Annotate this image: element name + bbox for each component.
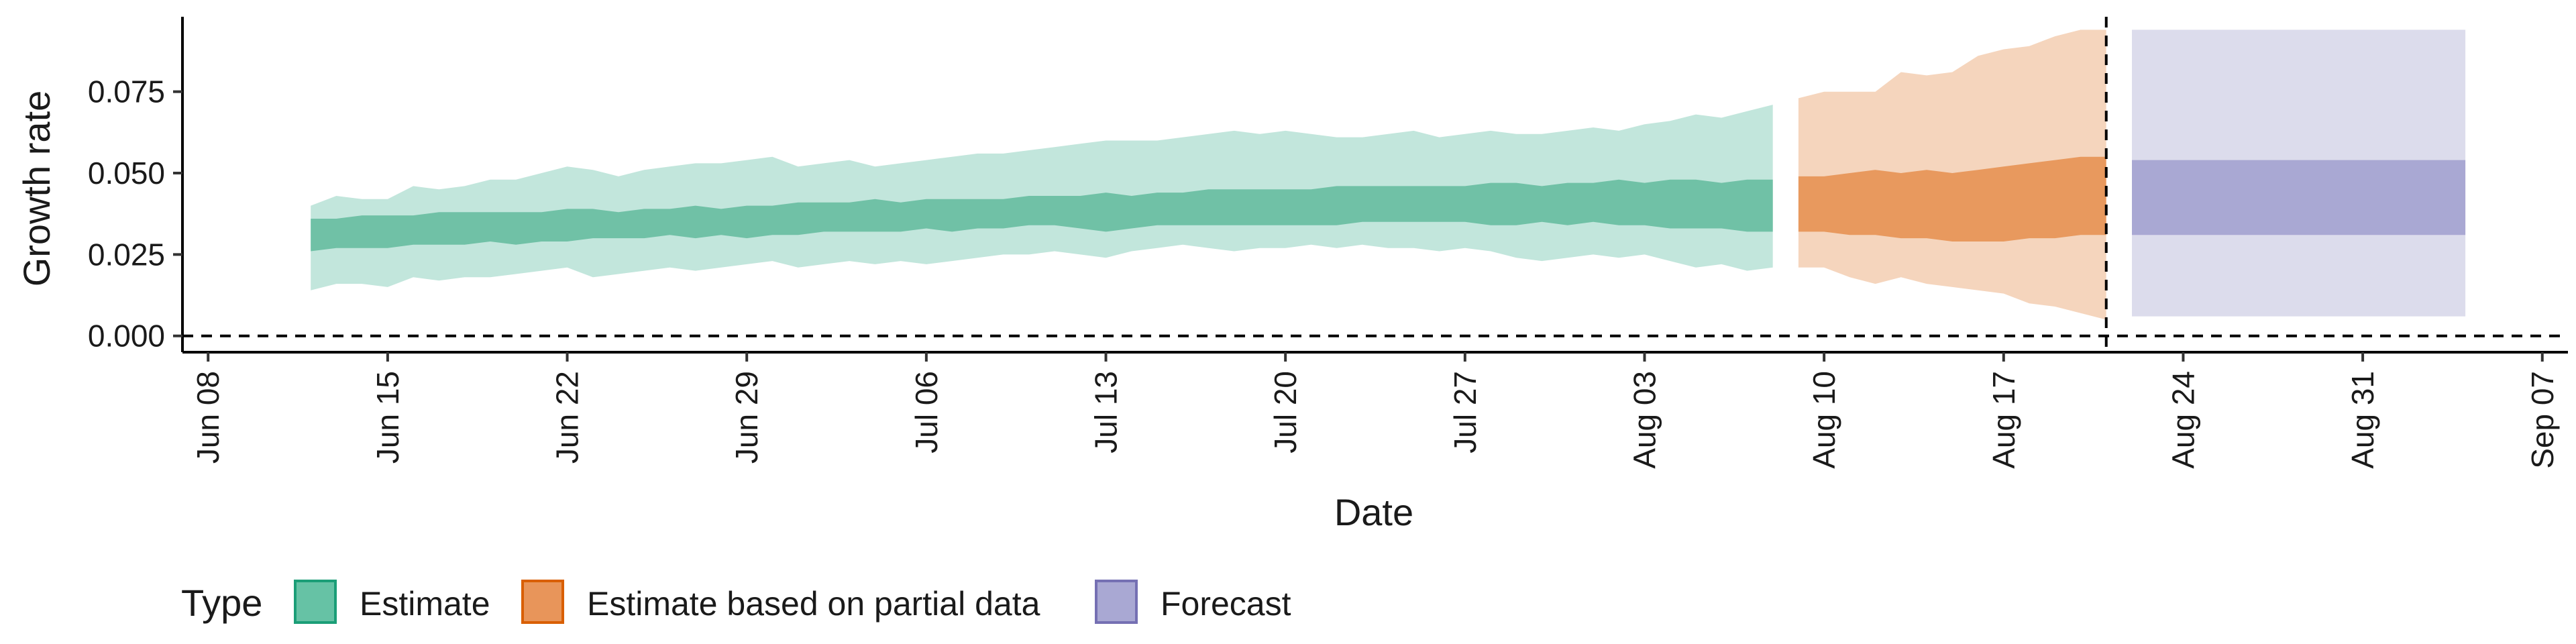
legend-key-forecast [1095, 580, 1138, 624]
y-tick-label: 0.050 [88, 156, 165, 191]
legend-label-forecast: Forecast [1161, 585, 1291, 623]
estimate-based-on-partial-data-band-50 [1798, 156, 2106, 241]
legend: Type Estimate Estimate based on partial d… [181, 580, 1291, 624]
x-tick-label: Jul 27 [1448, 371, 1483, 453]
legend-key-estimate-based-on-partial-data [521, 580, 564, 624]
x-tick-label: Aug 17 [1986, 371, 2021, 469]
x-axis-title: Date [1334, 491, 1413, 533]
x-tick-label: Aug 24 [2165, 371, 2200, 469]
x-tick-label: Jul 20 [1268, 371, 1303, 453]
x-tick-label: Jun 08 [191, 371, 225, 464]
forecast-band-50 [2132, 160, 2466, 235]
x-tick-label: Aug 31 [2345, 371, 2380, 469]
x-tick-label: Aug 10 [1807, 371, 1841, 469]
y-tick-label: 0.025 [88, 237, 165, 272]
estimate-band-50 [311, 179, 1773, 252]
tick-labels: 0.000 0.025 0.050 0.075 Jun 08 Jun 15 Jun 22 Ju… [88, 74, 2560, 469]
x-tick-label: Jul 06 [909, 371, 944, 453]
x-tick-label: Jul 13 [1089, 371, 1124, 453]
legend-title: Type [181, 582, 262, 624]
x-tick-label: Aug 03 [1627, 371, 1662, 469]
x-tick-label: Jun 22 [550, 371, 585, 464]
x-tick-label: Jun 29 [729, 371, 764, 464]
y-axis-title: Growth rate [15, 91, 58, 287]
y-tick-label: 0.000 [88, 319, 165, 354]
x-tick-label: Sep 07 [2525, 371, 2560, 469]
y-tick-label: 0.075 [88, 74, 165, 109]
axes [181, 17, 2568, 354]
legend-label-estimate: Estimate [360, 585, 490, 623]
x-tick-label: Jun 15 [370, 371, 405, 464]
ribbon-bands [311, 30, 2466, 320]
legend-label-estimate-based-on-partial-data: Estimate based on partial data [587, 585, 1040, 623]
legend-key-estimate [294, 580, 337, 624]
